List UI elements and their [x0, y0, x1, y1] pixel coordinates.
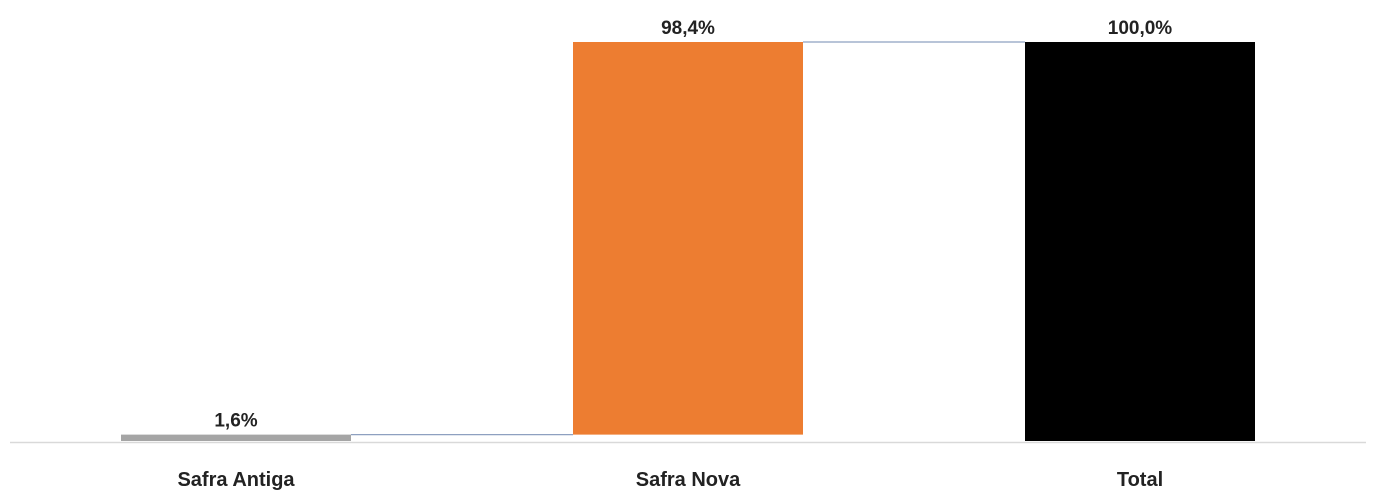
- category-label-safra-antiga: Safra Antiga: [177, 469, 295, 491]
- bars: [121, 42, 1255, 441]
- bar-safra-nova: [573, 42, 803, 435]
- bar-total: [1025, 42, 1255, 441]
- category-labels: Safra Antiga Safra Nova Total: [177, 469, 1163, 491]
- bar-safra-antiga: [121, 434, 351, 441]
- category-label-total: Total: [1117, 469, 1163, 491]
- data-label-total: 100,0%: [1108, 18, 1173, 39]
- data-labels: 1,6% 98,4% 100,0%: [214, 18, 1172, 432]
- data-label-safra-nova: 98,4%: [661, 18, 715, 39]
- connector-lines: [351, 41, 1025, 436]
- category-label-safra-nova: Safra Nova: [636, 469, 741, 491]
- data-label-safra-antiga: 1,6%: [214, 411, 257, 432]
